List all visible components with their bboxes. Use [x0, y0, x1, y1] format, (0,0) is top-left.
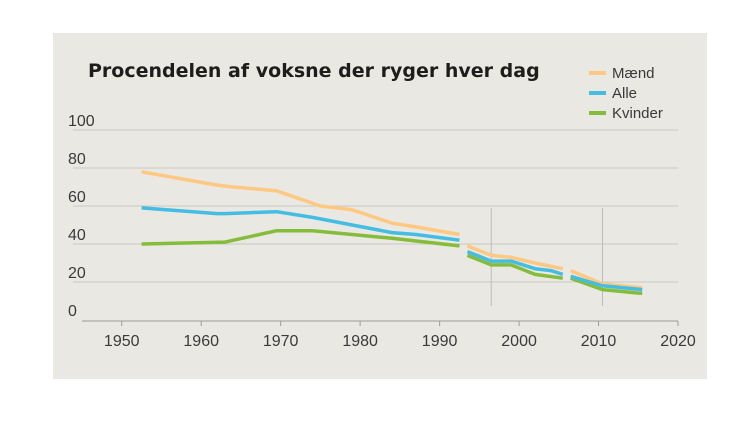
x-tick-label: 1990 [422, 333, 458, 350]
y-tick-label: 80 [68, 151, 86, 168]
x-tick-label: 2010 [581, 333, 617, 350]
series-line-1-segment-2 [570, 274, 643, 292]
series-line-0-segment-2 [570, 268, 643, 290]
series-line-1-segment-1 [466, 249, 564, 277]
series-line-2-segment-2 [570, 276, 643, 296]
x-tick-label: 1980 [342, 333, 378, 350]
gridlines [73, 129, 678, 283]
y-tick-label: 0 [68, 303, 77, 320]
y-tick-label: 100 [68, 113, 95, 130]
legend-label: Kvinder [612, 105, 663, 122]
chart-panel: Procendelen af voksne der ryger hver dag… [53, 33, 707, 379]
series-line-2-segment-1 [466, 253, 564, 280]
y-tick-label: 60 [68, 189, 86, 206]
series-line-0-segment-0 [141, 170, 460, 237]
series-lines [141, 170, 643, 296]
x-axis-ticks: 1950 1960 1970 1980 1990 2000 2010 2020 [104, 321, 696, 350]
x-tick-label: 2000 [501, 333, 537, 350]
y-axis-ticks: 0 20 40 60 80 100 [68, 113, 95, 320]
x-tick-label: 1950 [104, 333, 140, 350]
legend: Mænd Alle Kvinder [589, 65, 663, 122]
chart-title: Procendelen af voksne der ryger hver dag [88, 60, 540, 82]
series-line-2-segment-0 [141, 228, 460, 248]
x-tick-label: 1970 [263, 333, 299, 350]
legend-label: Alle [612, 85, 637, 102]
line-chart: Procendelen af voksne der ryger hver dag… [68, 60, 696, 350]
series-line-1-segment-0 [141, 206, 460, 242]
x-tick-label: 1960 [183, 333, 219, 350]
series-line-0-segment-1 [466, 244, 564, 271]
x-tick-label: 2020 [660, 333, 696, 350]
y-tick-label: 20 [68, 265, 86, 282]
legend-label: Mænd [612, 65, 655, 82]
y-tick-label: 40 [68, 227, 86, 244]
